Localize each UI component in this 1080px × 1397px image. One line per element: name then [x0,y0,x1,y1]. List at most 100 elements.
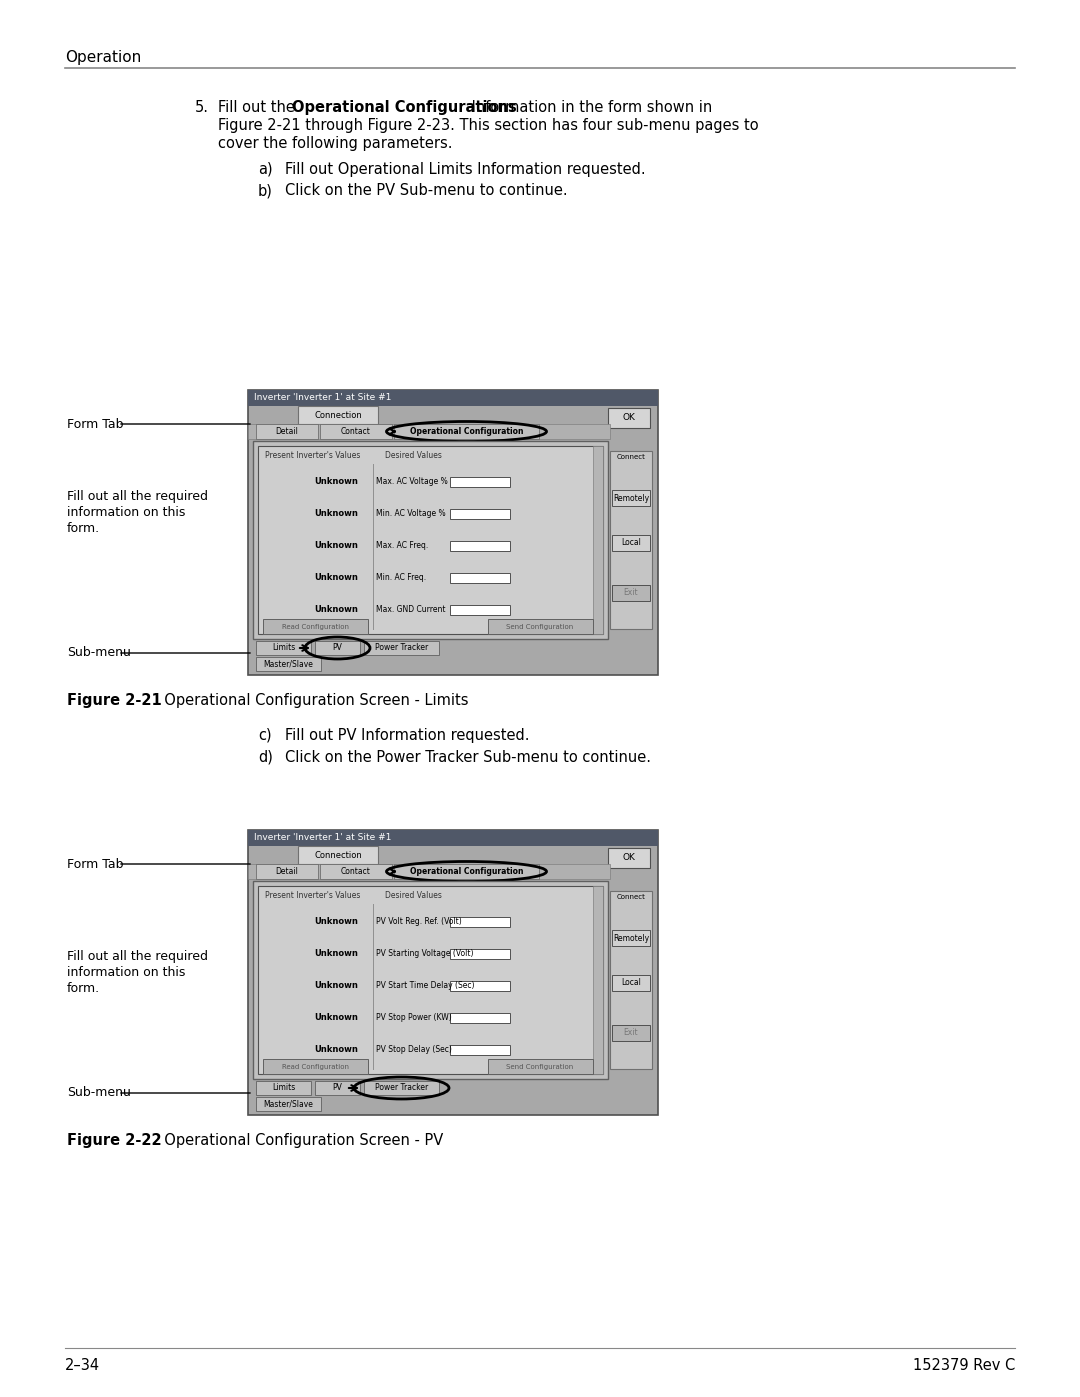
FancyBboxPatch shape [450,605,510,615]
FancyBboxPatch shape [450,509,510,520]
Text: Unknown: Unknown [314,918,357,926]
Text: Operational Configurations: Operational Configurations [292,101,516,115]
Text: PV: PV [333,644,342,652]
Text: information on this: information on this [67,965,186,979]
Text: Fill out all the required: Fill out all the required [67,490,208,503]
FancyBboxPatch shape [298,847,378,863]
FancyBboxPatch shape [612,584,650,601]
Text: Exit: Exit [623,1028,638,1037]
FancyBboxPatch shape [450,1045,510,1055]
Text: Master/Slave: Master/Slave [264,659,313,669]
FancyBboxPatch shape [612,490,650,506]
FancyBboxPatch shape [298,407,378,425]
FancyBboxPatch shape [315,1081,360,1095]
Text: Unknown: Unknown [314,1045,357,1055]
Text: Inverter 'Inverter 1' at Site #1: Inverter 'Inverter 1' at Site #1 [254,394,391,402]
Text: Read Configuration: Read Configuration [282,623,349,630]
Text: Local: Local [621,978,640,988]
Text: PV Stop Power (KW): PV Stop Power (KW) [376,1013,451,1023]
FancyBboxPatch shape [488,619,593,634]
Text: Remotely: Remotely [613,933,649,943]
FancyBboxPatch shape [364,1081,438,1095]
Text: Connect: Connect [617,454,646,460]
FancyBboxPatch shape [450,541,510,550]
Text: Min. AC Voltage %: Min. AC Voltage % [376,510,446,518]
Text: Unknown: Unknown [314,1013,357,1023]
FancyBboxPatch shape [248,863,610,879]
FancyBboxPatch shape [608,848,650,868]
Text: Max. AC Voltage %: Max. AC Voltage % [376,478,448,486]
FancyBboxPatch shape [258,886,603,1074]
Text: Operation: Operation [65,50,141,66]
FancyBboxPatch shape [450,476,510,488]
Text: PV Stop Delay (Sec): PV Stop Delay (Sec) [376,1045,451,1055]
FancyBboxPatch shape [256,1081,311,1095]
Text: Unknown: Unknown [314,478,357,486]
Text: Local: Local [621,538,640,548]
Text: form.: form. [67,522,100,535]
Text: Connection: Connection [314,411,362,419]
Text: Inverter 'Inverter 1' at Site #1: Inverter 'Inverter 1' at Site #1 [254,834,391,842]
Text: Fill out Operational Limits Information requested.: Fill out Operational Limits Information … [285,162,646,177]
Text: Unknown: Unknown [314,982,357,990]
Text: Exit: Exit [623,588,638,597]
Text: Send Configuration: Send Configuration [507,623,573,630]
FancyBboxPatch shape [450,949,510,958]
FancyBboxPatch shape [320,425,392,439]
FancyBboxPatch shape [253,882,608,1078]
FancyBboxPatch shape [264,1059,368,1074]
Text: Sub-menu: Sub-menu [67,1087,131,1099]
Text: Desired Values: Desired Values [384,451,442,461]
Text: a): a) [258,162,272,177]
FancyBboxPatch shape [450,1013,510,1023]
FancyBboxPatch shape [248,830,658,1115]
Text: b): b) [258,183,273,198]
Text: c): c) [258,728,272,743]
Text: cover the following parameters.: cover the following parameters. [218,136,453,151]
Text: Unknown: Unknown [314,950,357,958]
Text: Click on the Power Tracker Sub-menu to continue.: Click on the Power Tracker Sub-menu to c… [285,750,651,766]
Text: Contact: Contact [341,868,370,876]
FancyBboxPatch shape [248,425,610,439]
Text: Unknown: Unknown [314,574,357,583]
Text: Read Configuration: Read Configuration [282,1063,349,1070]
Text: Connection: Connection [314,851,362,859]
FancyBboxPatch shape [258,446,603,634]
Text: PV Start Time Delay (Sec): PV Start Time Delay (Sec) [376,982,474,990]
Text: Present Inverter's Values: Present Inverter's Values [266,891,361,901]
FancyBboxPatch shape [612,975,650,990]
FancyBboxPatch shape [394,863,539,879]
Text: Min. AC Freq.: Min. AC Freq. [376,574,427,583]
FancyBboxPatch shape [593,886,603,1074]
FancyBboxPatch shape [364,641,438,655]
FancyBboxPatch shape [610,891,652,1069]
Text: Operational Configuration Screen - PV: Operational Configuration Screen - PV [156,1133,443,1148]
Text: Sub-menu: Sub-menu [67,647,131,659]
Text: Master/Slave: Master/Slave [264,1099,313,1108]
FancyBboxPatch shape [248,830,658,847]
Text: Unknown: Unknown [314,542,357,550]
FancyBboxPatch shape [610,451,652,629]
FancyBboxPatch shape [593,446,603,634]
Text: Operational Configuration: Operational Configuration [409,868,523,876]
Text: Fill out PV Information requested.: Fill out PV Information requested. [285,728,529,743]
FancyBboxPatch shape [450,573,510,583]
Text: Remotely: Remotely [613,493,649,503]
Text: Operational Configuration Screen - Limits: Operational Configuration Screen - Limit… [156,693,469,708]
Text: Unknown: Unknown [314,510,357,518]
Text: Desired Values: Desired Values [384,891,442,901]
Text: Limits: Limits [272,644,295,652]
Text: Figure 2-22: Figure 2-22 [67,1133,162,1148]
FancyBboxPatch shape [315,641,360,655]
Text: information on this: information on this [67,506,186,520]
FancyBboxPatch shape [320,863,392,879]
FancyBboxPatch shape [608,408,650,427]
Text: OK: OK [622,414,635,422]
FancyBboxPatch shape [256,641,311,655]
Text: Limits: Limits [272,1084,295,1092]
Text: Detail: Detail [275,868,298,876]
Text: 152379 Rev C: 152379 Rev C [913,1358,1015,1373]
FancyBboxPatch shape [256,863,318,879]
Text: Send Configuration: Send Configuration [507,1063,573,1070]
Text: Power Tracker: Power Tracker [375,1084,428,1092]
